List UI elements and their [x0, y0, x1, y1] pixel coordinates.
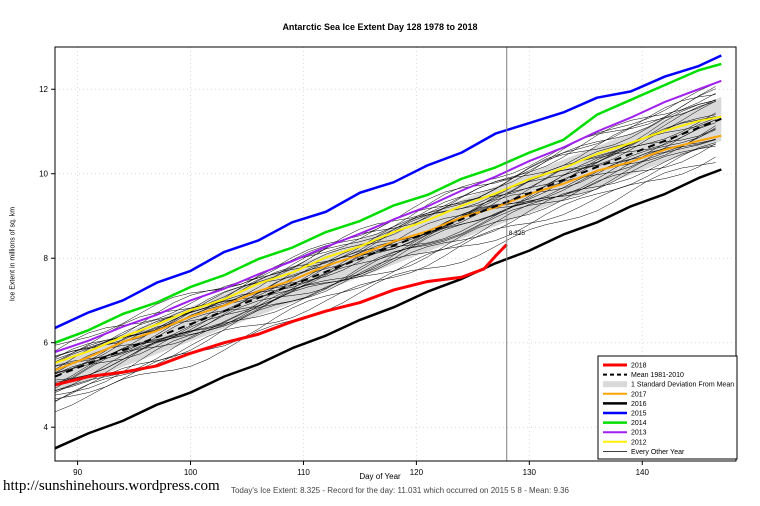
series-2013	[54, 79, 722, 353]
legend-label: 2013	[631, 430, 647, 437]
year-line	[54, 116, 716, 392]
year-line	[54, 142, 716, 400]
year-line	[54, 86, 716, 357]
x-tick-label: 140	[636, 468, 650, 477]
plot-border	[54, 46, 737, 462]
legend-label: 2018	[631, 363, 647, 370]
series-2018	[54, 243, 508, 387]
year-line	[54, 162, 716, 413]
legend-label: 2014	[631, 420, 647, 427]
year-line	[54, 100, 716, 358]
legend-label: Every Other Year	[631, 449, 685, 456]
year-line	[54, 88, 716, 346]
year-line	[54, 119, 716, 367]
series-2012	[54, 115, 722, 364]
x-tick-label: 110	[297, 468, 310, 477]
footer-stats: Today's Ice Extent: 8.325 - Record for t…	[230, 486, 570, 495]
series-2014	[54, 62, 722, 344]
std-deviation-band	[55, 96, 722, 393]
series-mean-1981-2010	[54, 117, 722, 378]
legend-label: 2017	[631, 391, 647, 398]
axis-ticks: 90 100 110 120 130 140 4 6 8 10 12	[39, 85, 649, 477]
y-tick-label: 12	[39, 85, 48, 94]
chart-title: Antarctic Sea Ice Extent Day 128 1978 to…	[282, 22, 478, 32]
x-tick-label: 130	[523, 468, 537, 477]
y-tick-label: 6	[44, 339, 49, 348]
legend-label: 2012	[631, 439, 647, 446]
year-line	[54, 139, 716, 402]
year-line	[54, 101, 716, 383]
series-2016	[54, 168, 722, 450]
year-line	[54, 100, 716, 374]
y-tick-label: 10	[39, 170, 48, 179]
site-url: http://sunshinehours.wordpress.com	[3, 478, 220, 494]
y-tick-label: 8	[44, 254, 49, 263]
legend-label: 1 Standard Deviation From Mean	[631, 382, 734, 389]
legend-band-sample	[603, 381, 627, 388]
x-axis-label: Day of Year	[359, 472, 401, 481]
legend-label: 2016	[631, 401, 647, 408]
x-tick-label: 100	[184, 468, 198, 477]
year-line	[54, 92, 716, 364]
today-value-annotation: 8.325	[509, 230, 526, 237]
year-line	[54, 143, 716, 393]
y-axis-label: Ice Extent in millions of sq. km	[9, 206, 17, 302]
series-2017	[54, 134, 722, 372]
y-tick-label: 4	[44, 423, 49, 432]
series-2015	[54, 54, 722, 330]
legend-label: Mean 1981-2010	[631, 372, 684, 379]
legend-label: 2015	[631, 411, 647, 418]
x-tick-label: 120	[410, 468, 424, 477]
x-tick-label: 90	[73, 468, 82, 477]
legend: 2018 Mean 1981-2010 1 Standard Deviation F…	[597, 355, 738, 460]
